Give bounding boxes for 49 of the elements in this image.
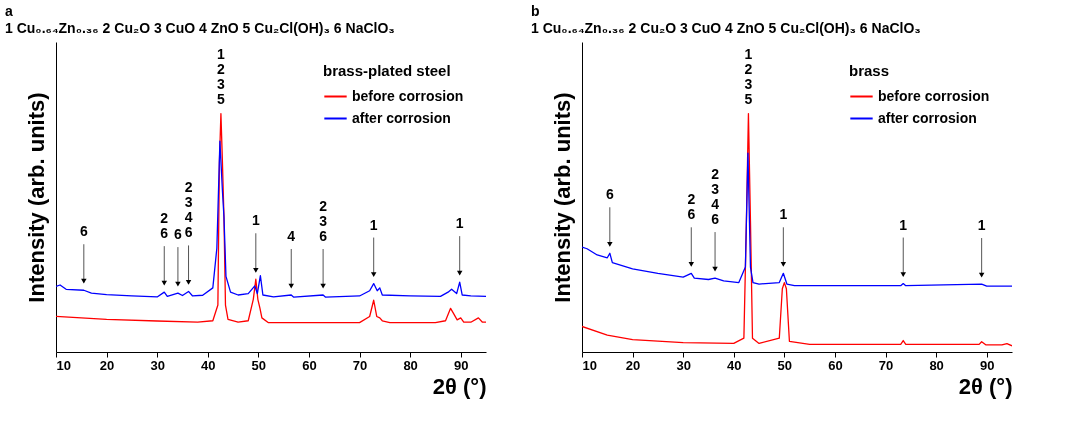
annotation: 1 bbox=[455, 215, 464, 232]
x-tick-label: 90 bbox=[453, 357, 469, 373]
annotation: 2 3 4 6 bbox=[184, 179, 193, 241]
annotation: 6 bbox=[174, 226, 183, 243]
x-tick-label: 40 bbox=[727, 357, 742, 373]
chart-title: a bbox=[5, 3, 13, 19]
legend-label: after corrosion bbox=[352, 109, 451, 126]
annotation: 2 6 bbox=[687, 191, 696, 223]
annotation: 1 bbox=[899, 216, 908, 233]
x-tick-label: 80 bbox=[929, 357, 944, 373]
x-tick-label: 80 bbox=[403, 357, 418, 373]
annotation: 1 bbox=[779, 206, 788, 223]
x-axis-title: 2θ (°) bbox=[432, 373, 487, 399]
x-tick-label: 50 bbox=[777, 357, 793, 373]
annotation: 1 2 3 5 bbox=[744, 45, 753, 107]
annotation: 1 2 3 5 bbox=[217, 45, 226, 107]
chart-subtitle: 1 Cu₀.₆₄Zn₀.₃₆ 2 Cu₂O 3 CuO 4 ZnO 5 Cu₂Cl(OH)₃ 6 NaClO₃ bbox=[5, 20, 395, 36]
y-axis-title: Intensity (arb. units) bbox=[23, 92, 49, 303]
annotation: 2 6 bbox=[160, 210, 169, 242]
x-tick-label: 50 bbox=[251, 357, 267, 373]
annotation: 6 bbox=[79, 223, 88, 240]
legend-title: brass-plated steel bbox=[323, 62, 451, 79]
legend-label: before corrosion bbox=[878, 87, 990, 104]
x-tick-label: 60 bbox=[828, 357, 843, 373]
x-tick-label: 10 bbox=[582, 357, 597, 373]
annotation: 2 3 6 bbox=[319, 198, 328, 245]
x-tick-label: 20 bbox=[625, 357, 641, 373]
x-tick-label: 70 bbox=[878, 357, 894, 373]
legend-label: after corrosion bbox=[878, 109, 977, 126]
annotation: 1 bbox=[251, 212, 260, 229]
x-tick-label: 30 bbox=[676, 357, 691, 373]
x-tick-label: 10 bbox=[56, 357, 71, 373]
legend-title: brass bbox=[849, 62, 890, 79]
annotation: 2 3 4 6 bbox=[711, 166, 720, 228]
x-tick-label: 20 bbox=[99, 357, 115, 373]
chart-subtitle: 1 Cu₀.₆₄Zn₀.₃₆ 2 Cu₂O 3 CuO 4 ZnO 5 Cu₂Cl(OH)₃ 6 NaClO₃ bbox=[531, 20, 921, 36]
legend-label: before corrosion bbox=[352, 87, 464, 104]
y-axis-title: Intensity (arb. units) bbox=[549, 92, 575, 303]
x-tick-label: 90 bbox=[979, 357, 995, 373]
x-tick-label: 70 bbox=[352, 357, 368, 373]
annotation: 1 bbox=[977, 217, 986, 234]
annotation: 1 bbox=[369, 216, 378, 233]
x-tick-label: 40 bbox=[201, 357, 216, 373]
chart-title: b bbox=[531, 3, 540, 19]
x-tick-label: 30 bbox=[150, 357, 165, 373]
annotation: 4 bbox=[287, 228, 296, 245]
x-axis-title: 2θ (°) bbox=[958, 373, 1013, 399]
annotation: 6 bbox=[605, 186, 614, 203]
x-tick-label: 60 bbox=[302, 357, 317, 373]
